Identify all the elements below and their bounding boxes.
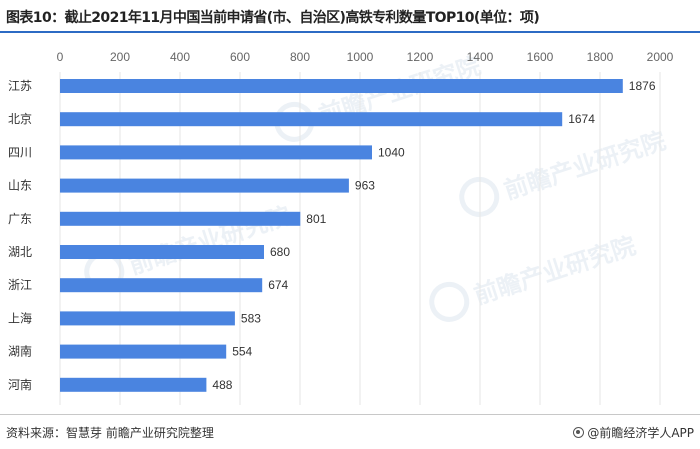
x-tick-label: 400 xyxy=(170,50,190,64)
value-label: 1876 xyxy=(629,79,656,93)
footer-divider xyxy=(0,414,700,415)
category-label: 湖北 xyxy=(8,244,32,259)
value-label: 963 xyxy=(355,179,375,193)
x-tick-label: 1600 xyxy=(527,50,554,64)
x-tick-label: 2000 xyxy=(647,50,674,64)
bar xyxy=(60,245,264,259)
app-logo-icon xyxy=(573,427,585,438)
bar xyxy=(60,311,235,326)
title-divider xyxy=(0,31,700,33)
value-label: 583 xyxy=(241,311,261,325)
bar xyxy=(60,112,563,127)
value-label: 1674 xyxy=(568,112,595,126)
x-tick-label: 1200 xyxy=(407,50,434,64)
source-note: 资料来源：智慧芽 前瞻产业研究院整理 xyxy=(6,426,214,440)
value-label: 1040 xyxy=(378,145,405,159)
category-label: 上海 xyxy=(8,310,32,325)
category-label: 四川 xyxy=(8,145,32,159)
category-label: 山东 xyxy=(8,179,32,193)
x-tick-label: 0 xyxy=(57,50,64,64)
bar xyxy=(60,344,227,359)
bar xyxy=(60,178,349,193)
credit-text: @前瞻经济学人APP xyxy=(587,426,694,440)
x-tick-label: 1400 xyxy=(467,50,494,64)
value-label: 674 xyxy=(268,278,288,292)
x-tick-label: 800 xyxy=(290,50,310,64)
value-label: 554 xyxy=(232,345,252,359)
category-label: 广东 xyxy=(8,212,32,226)
x-axis-ticks: 0 200 400 600 800 1000 1200 1400 1600 1800 2000 xyxy=(57,50,674,64)
category-label: 河南 xyxy=(8,377,32,392)
chart-title: 图表10：截止2021年11月中国当前申请省(市、自治区)高铁专利数量TOP10… xyxy=(6,10,540,26)
category-label: 北京 xyxy=(8,112,32,126)
value-label: 801 xyxy=(306,212,326,226)
category-label: 江苏 xyxy=(8,79,32,93)
bar xyxy=(60,377,207,392)
bars xyxy=(60,79,623,392)
x-tick-label: 200 xyxy=(110,50,130,64)
credit: @前瞻经济学人APP xyxy=(573,424,694,441)
bar xyxy=(60,211,301,226)
value-label: 680 xyxy=(270,245,290,259)
x-tick-label: 1000 xyxy=(347,50,374,64)
value-label: 488 xyxy=(212,378,232,392)
bar xyxy=(60,79,623,93)
x-tick-label: 600 xyxy=(230,50,250,64)
value-labels: 1876 1674 1040 963 801 680 674 583 554 488 xyxy=(212,79,655,392)
bar xyxy=(60,278,263,293)
x-tick-label: 1800 xyxy=(587,50,614,64)
category-label: 浙江 xyxy=(8,278,32,292)
grid-lines xyxy=(59,72,661,405)
bar xyxy=(60,145,372,160)
category-label: 湖南 xyxy=(8,344,32,359)
